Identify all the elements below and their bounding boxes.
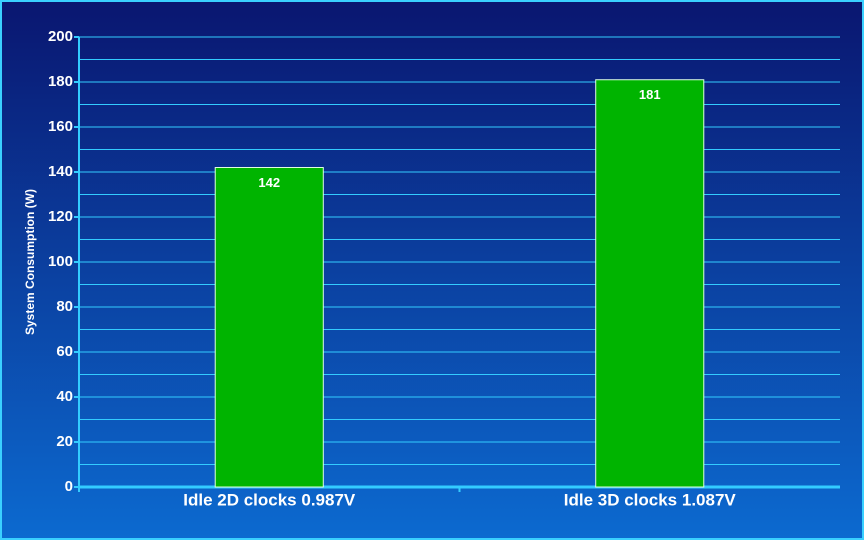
y-tick-label: 0 [65, 478, 73, 495]
y-tick-label: 80 [56, 298, 73, 315]
data-label: 142 [258, 175, 280, 190]
bar [214, 167, 324, 488]
y-tick-label: 60 [56, 343, 73, 360]
y-tick-label: 120 [48, 208, 73, 225]
y-tick-label: 100 [48, 253, 73, 270]
y-tick-label: 20 [56, 433, 73, 450]
bar [595, 79, 705, 488]
y-tick-label: 200 [48, 28, 73, 45]
y-axis-label: System Consumption (W) [23, 189, 37, 335]
data-label: 181 [639, 87, 661, 102]
y-tick-label: 140 [48, 163, 73, 180]
x-tick-label: Idle 2D clocks 0.987V [183, 490, 356, 509]
y-tick-label: 160 [48, 118, 73, 135]
x-tick-label: Idle 3D clocks 1.087V [564, 490, 737, 509]
y-tick-label: 40 [56, 388, 73, 405]
y-tick-label: 180 [48, 73, 73, 90]
